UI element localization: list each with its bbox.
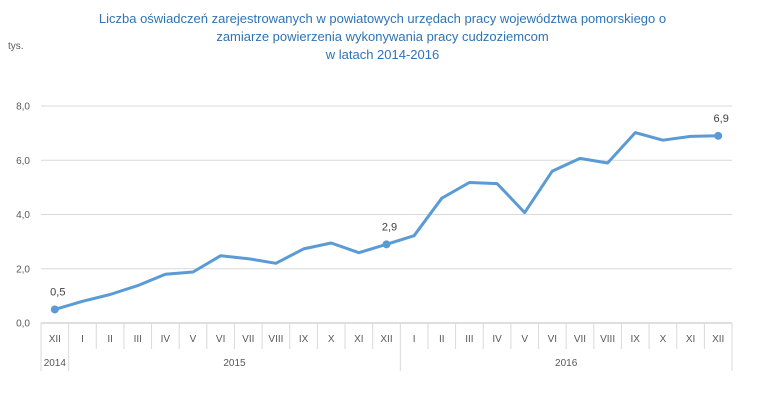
chart-title-line-3: w latach 2014-2016	[325, 47, 440, 62]
x-tick-label-month: X	[660, 334, 667, 345]
x-tick-label-month: I	[413, 334, 416, 345]
x-tick-label-month: VI	[216, 334, 225, 345]
y-tick-label: 2,0	[16, 264, 30, 275]
x-tick-label-year: 2014	[44, 358, 67, 369]
x-tick-label-month: XII	[380, 334, 392, 345]
data-point-marker	[50, 305, 59, 314]
gridlines	[41, 105, 732, 270]
x-tick-label-month: IX	[631, 334, 641, 345]
x-tick-label-month: VII	[574, 334, 586, 345]
y-tick-label: 4,0	[16, 210, 30, 221]
x-tick-label-month: VIII	[268, 334, 283, 345]
chart-title-line-1: Liczba oświadczeń zarejestrowanych w pow…	[98, 11, 667, 26]
chart-title: Liczba oświadczeń zarejestrowanych w pow…	[0, 10, 765, 64]
data-labels: 0,5 2,9 6,9	[50, 113, 729, 299]
x-tick-label-month: III	[134, 334, 142, 345]
y-tick-label: 0,0	[16, 319, 30, 330]
y-axis-ticks: 0,0 2,0 4,0 6,0 8,0	[16, 102, 30, 330]
y-tick-label: 8,0	[16, 102, 30, 113]
x-tick-label-month: I	[81, 334, 84, 345]
x-tick-label-month: VI	[548, 334, 557, 345]
x-tick-label-month: IV	[492, 334, 502, 345]
x-axis: XII I II III IV V VI VII VIII IX X XI XII I II III IV V VI…	[40, 322, 733, 371]
x-tick-label-month: II	[107, 334, 113, 345]
y-unit-label: tys.	[8, 41, 24, 52]
x-tick-label-month: III	[465, 334, 473, 345]
chart-title-line-2: zamiarze powierzenia wykonywania pracy c…	[216, 29, 549, 44]
x-tick-label-month: V	[190, 334, 197, 345]
x-tick-label-month: X	[328, 334, 335, 345]
x-tick-label-month: IX	[299, 334, 309, 345]
data-label: 2,9	[382, 221, 397, 233]
data-point-marker	[382, 240, 391, 249]
x-tick-label-month: XII	[712, 334, 724, 345]
x-tick-label-month: II	[439, 334, 445, 345]
x-tick-label-month: XI	[354, 334, 363, 345]
data-point-marker	[714, 131, 723, 140]
x-tick-label-month: XI	[686, 334, 695, 345]
x-tick-label-month: IV	[161, 334, 171, 345]
x-tick-label-month: XII	[49, 334, 61, 345]
series-line	[50, 131, 723, 314]
y-tick-label: 6,0	[16, 156, 30, 167]
x-tick-label-month: VIII	[600, 334, 615, 345]
data-label: 0,5	[50, 286, 65, 298]
x-tick-label-month: VII	[242, 334, 254, 345]
data-label: 6,9	[714, 113, 729, 125]
x-tick-label-year: 2016	[555, 358, 578, 369]
x-tick-label-month: V	[521, 334, 528, 345]
x-tick-label-year: 2015	[223, 358, 246, 369]
